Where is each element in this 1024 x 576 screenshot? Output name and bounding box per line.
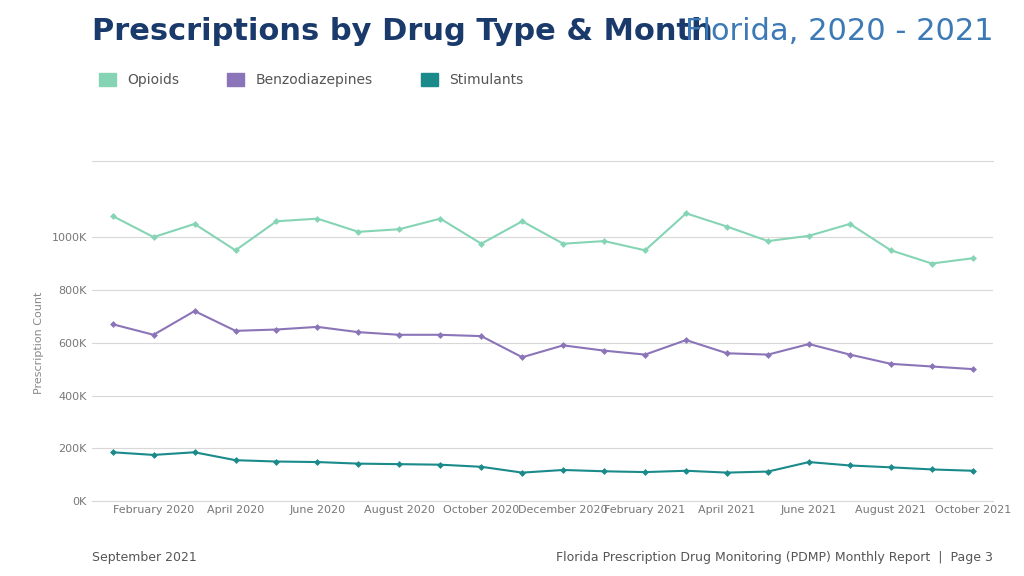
Benzodiazepines [229,327,242,334]
Text: Florida Prescription Drug Monitoring (PDMP) Monthly Report  |  Page 3: Florida Prescription Drug Monitoring (PD… [556,551,993,564]
Opioids [393,226,406,233]
Benzodiazepines [967,366,979,373]
Benzodiazepines [311,324,324,331]
Stimulants [229,457,242,464]
Opioids [229,247,242,254]
Line: Benzodiazepines: Benzodiazepines [111,309,975,372]
Opioids [352,228,365,235]
Opioids [762,238,774,245]
Benzodiazepines [557,342,569,349]
Opioids [967,255,979,262]
Line: Stimulants: Stimulants [111,450,975,475]
Text: Florida, 2020 - 2021: Florida, 2020 - 2021 [685,17,993,46]
Benzodiazepines [639,351,651,358]
Benzodiazepines [598,347,610,354]
Opioids [106,213,119,219]
Opioids [557,240,569,247]
Opioids [680,210,692,217]
Opioids [885,247,897,254]
Stimulants [639,469,651,476]
Stimulants [188,449,201,456]
Opioids [270,218,283,225]
Benzodiazepines [721,350,733,357]
Stimulants [885,464,897,471]
Stimulants [311,458,324,465]
Benzodiazepines [803,340,815,347]
Benzodiazepines [147,331,160,338]
Opioids [598,238,610,245]
Opioids [311,215,324,222]
Stimulants [434,461,446,468]
Opioids [926,260,938,267]
Benzodiazepines [680,336,692,343]
Benzodiazepines [516,354,528,361]
Benzodiazepines [762,351,774,358]
Benzodiazepines [393,331,406,338]
Stimulants [721,469,733,476]
Opioids [803,232,815,239]
Opioids [188,221,201,228]
Stimulants [967,467,979,474]
Line: Opioids: Opioids [111,211,975,266]
Stimulants [557,467,569,473]
Stimulants [926,466,938,473]
Benzodiazepines [926,363,938,370]
Stimulants [762,468,774,475]
Benzodiazepines [106,321,119,328]
Stimulants [475,463,487,470]
Opioids [147,234,160,241]
Opioids [434,215,446,222]
Benzodiazepines [352,329,365,336]
Opioids [844,221,856,228]
Benzodiazepines [188,308,201,314]
Opioids [639,247,651,254]
Benzodiazepines [270,326,283,333]
Opioids [475,240,487,247]
Text: September 2021: September 2021 [92,551,197,564]
Stimulants [680,467,692,474]
Stimulants [803,458,815,465]
Stimulants [270,458,283,465]
Stimulants [393,461,406,468]
Y-axis label: Prescription Count: Prescription Count [35,291,44,394]
Benzodiazepines [885,361,897,367]
Stimulants [598,468,610,475]
Opioids [516,218,528,225]
Benzodiazepines [434,331,446,338]
Stimulants [516,469,528,476]
Benzodiazepines [844,351,856,358]
Stimulants [106,449,119,456]
Opioids [721,223,733,230]
Legend: Opioids, Benzodiazepines, Stimulants: Opioids, Benzodiazepines, Stimulants [99,73,523,87]
Stimulants [844,462,856,469]
Stimulants [352,460,365,467]
Stimulants [147,452,160,458]
Benzodiazepines [475,333,487,340]
Text: Prescriptions by Drug Type & Month: Prescriptions by Drug Type & Month [92,17,713,46]
